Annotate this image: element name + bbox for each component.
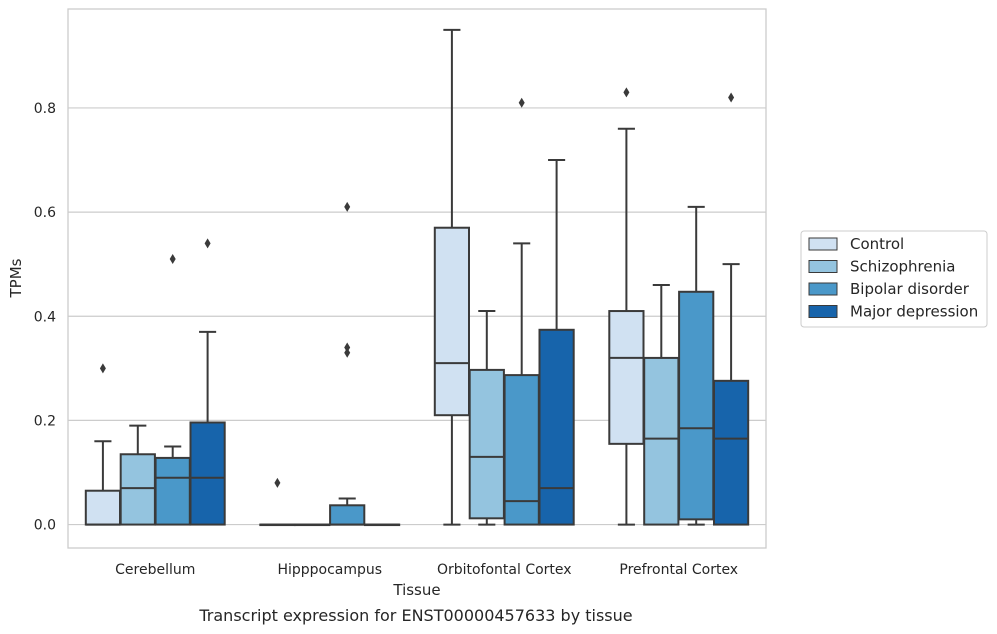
legend: Control Schizophrenia Bipolar disorder Majo… [800, 230, 988, 328]
x-tick-label: Cerebellum [115, 562, 195, 578]
box-control [608, 87, 645, 526]
box-bipolar-disorder [503, 97, 540, 526]
box-major-depression [363, 523, 401, 527]
box-body [608, 310, 645, 445]
y-axis-label: TPMs [7, 258, 25, 298]
x-tick-label: Prefrontal Cortex [619, 562, 738, 578]
y-tick-label: 0.0 [34, 518, 56, 534]
box-body [468, 368, 505, 520]
x-tick-label: Orbitofontal Cortex [437, 562, 572, 578]
box-body [84, 489, 122, 526]
box-body [678, 290, 715, 521]
legend-label: Control [850, 235, 904, 253]
outlier-point [344, 342, 351, 353]
box-schizophrenia [643, 284, 680, 526]
box-body [433, 226, 471, 417]
box-schizophrenia [468, 310, 505, 526]
outlier-point [518, 97, 525, 108]
box-body [189, 421, 226, 526]
legend-label: Schizophrenia [850, 258, 955, 276]
plot-frame [67, 8, 767, 549]
box-bipolar-disorder [678, 205, 715, 526]
box-control [433, 28, 471, 526]
y-tick-label: 0.6 [34, 205, 56, 221]
box-major-depression [712, 92, 750, 526]
box-major-depression [538, 159, 575, 526]
box-body [119, 453, 156, 526]
legend-items: Control Schizophrenia Bipolar disorder Majo… [808, 235, 978, 321]
legend-swatch [808, 282, 838, 296]
box-schizophrenia [294, 523, 331, 527]
y-tick-label: 0.8 [34, 101, 56, 117]
y-axis-ticks: 0.0 0.2 0.4 0.6 0.8 [34, 101, 56, 534]
outlier-point [169, 253, 176, 264]
chart-caption: Transcript expression for ENST0000045763… [199, 606, 633, 625]
box-control [259, 477, 296, 527]
box-bipolar-disorder [329, 201, 366, 526]
y-tick-label: 0.2 [34, 413, 56, 429]
x-axis-ticks: Cerebellum Hipppocampus Orbitofontal Corte… [115, 562, 738, 578]
box-body [712, 379, 750, 526]
box-body [329, 504, 366, 526]
box-schizophrenia [119, 424, 156, 526]
box-major-depression [189, 238, 226, 526]
plot-boxes [84, 28, 750, 527]
outlier-point [344, 347, 351, 358]
legend-swatch [808, 305, 838, 318]
box-body [538, 328, 575, 526]
box-body [154, 456, 191, 526]
x-tick-label: Hipppocampus [277, 562, 382, 578]
box-bipolar-disorder [154, 253, 191, 526]
legend-label: Major depression [850, 303, 978, 321]
box-body [503, 374, 540, 526]
outlier-point [99, 363, 106, 374]
outlier-point [623, 87, 630, 98]
outlier-point [204, 238, 211, 249]
box-control [84, 363, 122, 526]
legend-frame [800, 230, 988, 328]
outlier-point [728, 92, 735, 103]
outlier-point [274, 477, 281, 488]
outlier-point [344, 201, 351, 212]
x-axis-label: Tissue [392, 581, 440, 599]
box-body [643, 356, 680, 526]
legend-swatch [808, 237, 838, 251]
y-tick-label: 0.4 [34, 309, 56, 325]
legend-swatch [808, 260, 838, 273]
legend-label: Bipolar disorder [850, 280, 970, 298]
